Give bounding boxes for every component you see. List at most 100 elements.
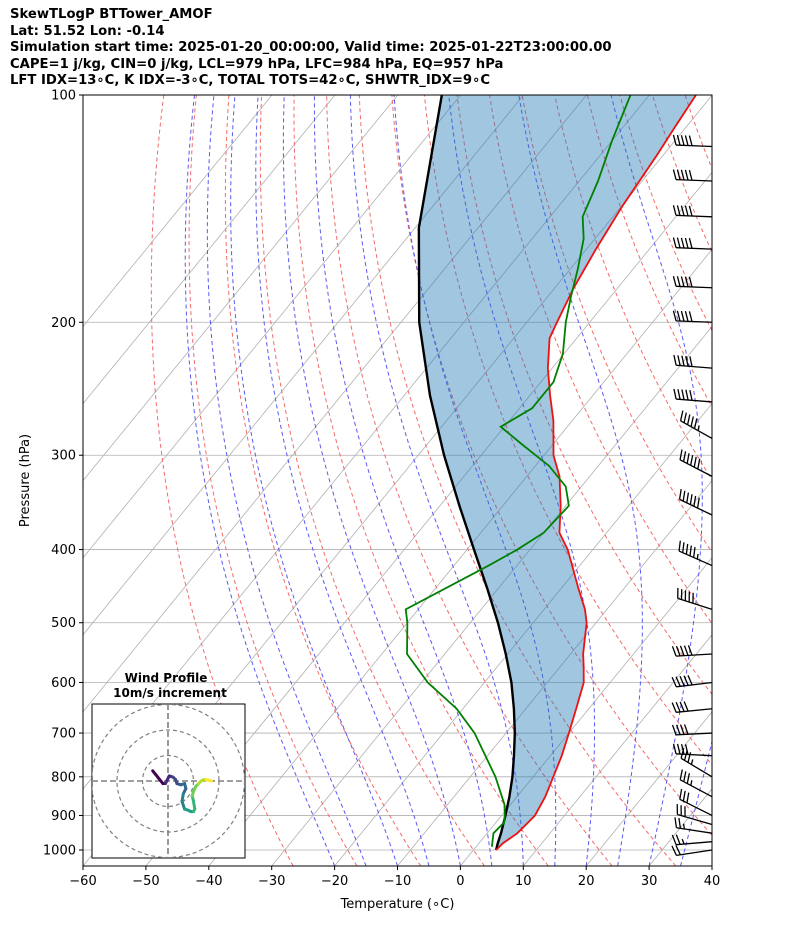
- dewpoint-line: [404, 95, 632, 847]
- moist-adiabat-line: [313, 95, 493, 866]
- x-tick-label: −50: [132, 874, 159, 889]
- barb-feather: [682, 451, 687, 462]
- y-tick-label: 800: [51, 770, 76, 785]
- barb-staff: [676, 753, 713, 757]
- x-tick-label: −30: [258, 874, 285, 889]
- barb-feather: [674, 817, 678, 828]
- barb-feather: [671, 845, 677, 856]
- wind-barb: [679, 449, 713, 477]
- barb-feather: [681, 389, 685, 400]
- barb-feather: [687, 645, 693, 656]
- x-tick-label: 40: [704, 874, 721, 889]
- barb-feather: [679, 410, 684, 421]
- barb-feather: [682, 542, 685, 553]
- isotherm-line: [460, 557, 712, 866]
- barb-feather: [679, 676, 685, 687]
- barb-feather: [679, 788, 683, 800]
- barb-feather: [678, 488, 682, 500]
- wind-barb: [671, 724, 713, 736]
- barb-feather: [679, 769, 683, 780]
- figure-title-block: SkewTLogP BTTower_AMOF Lat: 51.52 Lon: -…: [10, 7, 612, 90]
- barb-feather: [683, 412, 687, 423]
- barb-feather: [682, 490, 686, 502]
- isotherm-line: [522, 634, 712, 866]
- barb-feather: [686, 414, 691, 425]
- wind-barb: [679, 410, 713, 439]
- barb-staff: [676, 653, 713, 657]
- barb-feather: [676, 134, 681, 146]
- dry-adiabat-line: [293, 95, 549, 866]
- barb-staff: [676, 364, 713, 369]
- barb-feather: [683, 645, 689, 656]
- barb-feather: [675, 845, 681, 856]
- dry-adiabat-line: [684, 95, 712, 171]
- parcel-profile-line: [417, 95, 517, 851]
- x-tick-label: −20: [321, 874, 348, 889]
- wind-barb: [679, 788, 713, 817]
- barb-feather: [672, 310, 677, 322]
- barb-feather: [696, 497, 700, 509]
- moist-adiabat-line: [206, 95, 367, 866]
- title-line-3: Simulation start time: 2025-01-20_00:00:…: [10, 40, 612, 55]
- barb-feather: [680, 743, 685, 755]
- moist-adiabat-line: [255, 95, 430, 866]
- barb-staff: [676, 827, 713, 834]
- dry-adiabat-line: [358, 95, 677, 866]
- wind-barb: [672, 743, 713, 757]
- x-tick-label: 10: [515, 874, 532, 889]
- barb-feather: [675, 702, 681, 713]
- barb-feather: [680, 276, 685, 287]
- barb-half-feather: [690, 759, 694, 765]
- barb-feather: [679, 449, 683, 460]
- dry-adiabat-line: [188, 95, 358, 866]
- barb-feather: [686, 492, 690, 503]
- y-tick-label: 900: [51, 809, 76, 824]
- isotherm-line: [271, 325, 712, 866]
- barb-feather: [697, 458, 701, 470]
- barb-feather: [675, 834, 681, 845]
- moist-adiabat-line: [230, 95, 398, 866]
- barb-staff: [676, 398, 713, 403]
- barb-feather: [671, 646, 677, 657]
- isotherm-line: [648, 788, 712, 866]
- x-tick-label: −10: [384, 874, 411, 889]
- dry-adiabat-line: [259, 95, 485, 866]
- barb-feather: [690, 454, 694, 466]
- barb-feather: [680, 169, 685, 181]
- wind-barb: [674, 817, 713, 834]
- x-tick-label: −60: [69, 874, 96, 889]
- barb-feather: [693, 456, 697, 468]
- wind-barb: [671, 834, 713, 846]
- barb-feather: [671, 702, 677, 713]
- dry-adiabat-line: [619, 95, 712, 332]
- barb-staff: [680, 420, 713, 439]
- wind-barb: [672, 237, 713, 250]
- barb-feather: [679, 645, 685, 656]
- barb-staff: [679, 459, 713, 477]
- barb-feather: [685, 543, 689, 555]
- barb-feather: [673, 354, 677, 366]
- axes: −60 −50 −40 −30 −20 −10 0 10 20 30 40 1000 900 800 700…: [18, 89, 720, 913]
- barb-staff: [676, 320, 713, 323]
- barb-feather: [671, 676, 677, 688]
- barb-feather: [689, 389, 693, 401]
- dry-adiabat-line: [718, 95, 794, 866]
- barb-staff: [679, 498, 713, 516]
- x-axis-label: Temperature (∘C): [340, 897, 455, 912]
- wind-barb: [676, 804, 713, 826]
- barb-staff: [679, 798, 713, 817]
- barb-feather: [688, 276, 693, 288]
- moist-adiabat-line: [448, 95, 596, 866]
- barb-feather: [676, 743, 681, 755]
- wind-barb: [671, 675, 713, 688]
- hodograph-title: Wind Profile: [125, 671, 208, 685]
- moist-adiabat-line: [349, 95, 524, 866]
- wind-barb: [678, 488, 713, 516]
- barb-staff: [676, 285, 713, 289]
- isotherm-line: [397, 480, 712, 866]
- barb-feather: [693, 495, 697, 507]
- barb-feather: [686, 453, 690, 464]
- barb-feather: [681, 355, 685, 367]
- barb-feather: [675, 676, 681, 687]
